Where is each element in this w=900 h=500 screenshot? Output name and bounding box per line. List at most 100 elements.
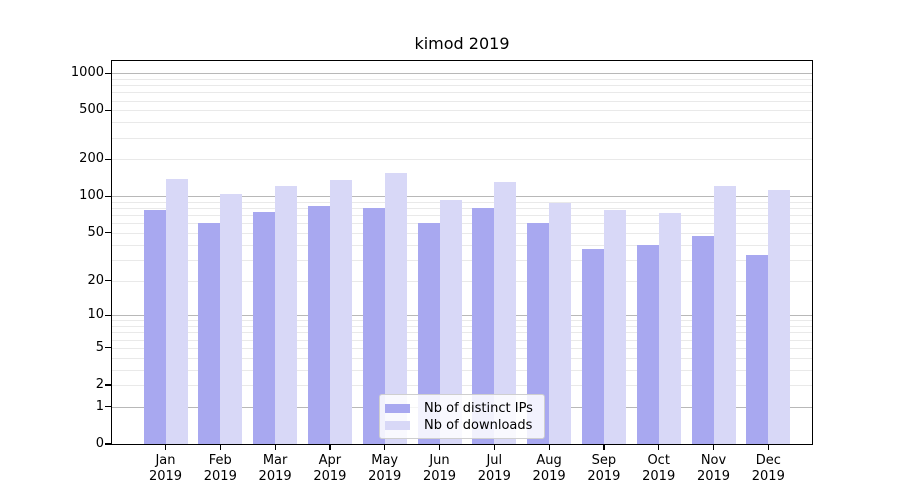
x-tickmark-jun xyxy=(439,445,441,450)
y-tick-label-500: 500 xyxy=(79,102,104,118)
y-tick-label-5: 5 xyxy=(95,339,104,355)
bar-oct-distinct-ips xyxy=(636,244,659,444)
gridline-minor xyxy=(112,159,812,161)
y-tick-label-1: 1 xyxy=(95,398,104,414)
gridline-minor xyxy=(112,357,812,359)
y-tickmark-1 xyxy=(105,406,111,408)
gridline-minor xyxy=(112,280,812,282)
x-tickmark-sep xyxy=(603,445,605,450)
y-tickmark-2 xyxy=(105,384,111,386)
x-tick-label-apr: Apr 2019 xyxy=(300,453,360,485)
y-tick-label-1000: 1000 xyxy=(70,65,104,81)
gridline-major xyxy=(112,196,812,198)
bar-jun-distinct-ips xyxy=(417,223,440,444)
bar-aug-downloads xyxy=(549,203,572,444)
x-tick-month: Dec xyxy=(755,453,781,468)
gridline-minor xyxy=(112,244,812,246)
bar-sep-distinct-ips xyxy=(581,248,604,444)
x-tickmark-feb xyxy=(219,445,221,450)
gridline-minor xyxy=(112,232,812,234)
x-tick-label-sep: Sep 2019 xyxy=(574,453,634,485)
y-tick-label-200: 200 xyxy=(79,151,104,167)
x-tick-year: 2019 xyxy=(642,469,676,484)
bar-may-distinct-ips xyxy=(362,207,385,444)
y-tickmark-1000 xyxy=(105,72,111,74)
x-tick-year: 2019 xyxy=(148,469,183,484)
x-tick-year: 2019 xyxy=(477,469,511,484)
gridline-minor xyxy=(112,369,812,371)
y-tick-label-20: 20 xyxy=(87,272,104,288)
x-tick-label-feb: Feb 2019 xyxy=(190,453,250,485)
gridline-minor xyxy=(112,215,812,217)
x-tick-year: 2019 xyxy=(258,469,292,484)
y-tickmark-5 xyxy=(105,347,111,349)
gridline-minor xyxy=(112,85,812,87)
x-tick-month: Jan xyxy=(155,453,176,468)
x-tick-month: Mar xyxy=(262,453,288,468)
y-tickmark-500 xyxy=(105,109,111,111)
bar-jan-downloads xyxy=(165,179,188,444)
x-tick-year: 2019 xyxy=(696,469,731,484)
x-tick-month: Jul xyxy=(486,453,503,468)
x-tick-label-jan: Jan 2019 xyxy=(136,453,196,485)
y-tick-label-0: 0 xyxy=(95,436,104,451)
bar-jan-distinct-ips xyxy=(143,209,166,444)
bar-mar-downloads xyxy=(275,185,298,444)
gridline-major xyxy=(112,73,812,75)
x-tick-month: Feb xyxy=(208,453,232,468)
bar-feb-distinct-ips xyxy=(198,222,221,444)
gridline-minor xyxy=(112,332,812,334)
x-tick-label-may: May 2019 xyxy=(355,453,415,485)
x-tick-month: Nov xyxy=(700,453,727,468)
x-tick-label-dec: Dec 2019 xyxy=(738,453,798,485)
gridline-minor xyxy=(112,385,812,386)
bar-feb-downloads xyxy=(220,194,243,444)
gridline-major xyxy=(112,315,812,317)
gridline-minor xyxy=(112,110,812,112)
y-tick-label-10: 10 xyxy=(87,307,104,323)
gridline-minor xyxy=(112,201,812,203)
gridline-minor xyxy=(112,100,812,102)
y-tickmark-200 xyxy=(105,158,111,160)
bar-nov-distinct-ips xyxy=(691,236,714,444)
x-tick-month: Oct xyxy=(647,453,670,468)
legend-swatch-downloads xyxy=(385,420,410,430)
gridline-minor xyxy=(112,208,812,210)
x-tick-label-oct: Oct 2019 xyxy=(629,453,689,485)
legend-label-distinct-ips: Nb of distinct IPs xyxy=(424,400,533,416)
y-tickmark-100 xyxy=(105,195,111,197)
x-tickmark-jul xyxy=(493,445,495,450)
x-tickmark-nov xyxy=(713,445,715,450)
y-tickmark-0 xyxy=(105,443,111,445)
x-tickmark-dec xyxy=(767,445,769,450)
x-tick-month: May xyxy=(371,453,399,468)
x-tick-year: 2019 xyxy=(532,469,566,484)
x-tick-label-jun: Jun 2019 xyxy=(410,453,470,485)
bar-dec-distinct-ips xyxy=(746,254,769,444)
x-tick-year: 2019 xyxy=(751,469,785,484)
x-tickmark-apr xyxy=(329,445,331,450)
gridline-minor xyxy=(112,259,812,261)
bar-sep-downloads xyxy=(603,210,626,444)
plot-area xyxy=(111,60,813,445)
x-tick-year: 2019 xyxy=(422,469,457,484)
x-tick-month: Aug xyxy=(536,453,562,468)
x-tick-month: Sep xyxy=(591,453,617,468)
legend-item-downloads: Nb of downloads xyxy=(385,417,536,433)
x-tickmark-oct xyxy=(658,445,660,450)
bar-aug-distinct-ips xyxy=(527,223,550,444)
y-tick-label-100: 100 xyxy=(79,188,104,204)
gridline-minor xyxy=(112,92,812,94)
x-tick-year: 2019 xyxy=(368,469,402,484)
y-tickmark-10 xyxy=(105,314,111,316)
gridline-minor xyxy=(112,122,812,124)
x-tick-label-aug: Aug 2019 xyxy=(519,453,579,485)
x-tick-label-nov: Nov 2019 xyxy=(684,453,744,485)
bar-nov-downloads xyxy=(713,185,736,444)
legend: Nb of distinct IPs Nb of downloads xyxy=(379,394,545,439)
x-tickmark-aug xyxy=(548,445,550,450)
y-tickmark-20 xyxy=(105,280,111,282)
x-tick-year: 2019 xyxy=(313,469,347,484)
gridline-minor xyxy=(112,339,812,341)
